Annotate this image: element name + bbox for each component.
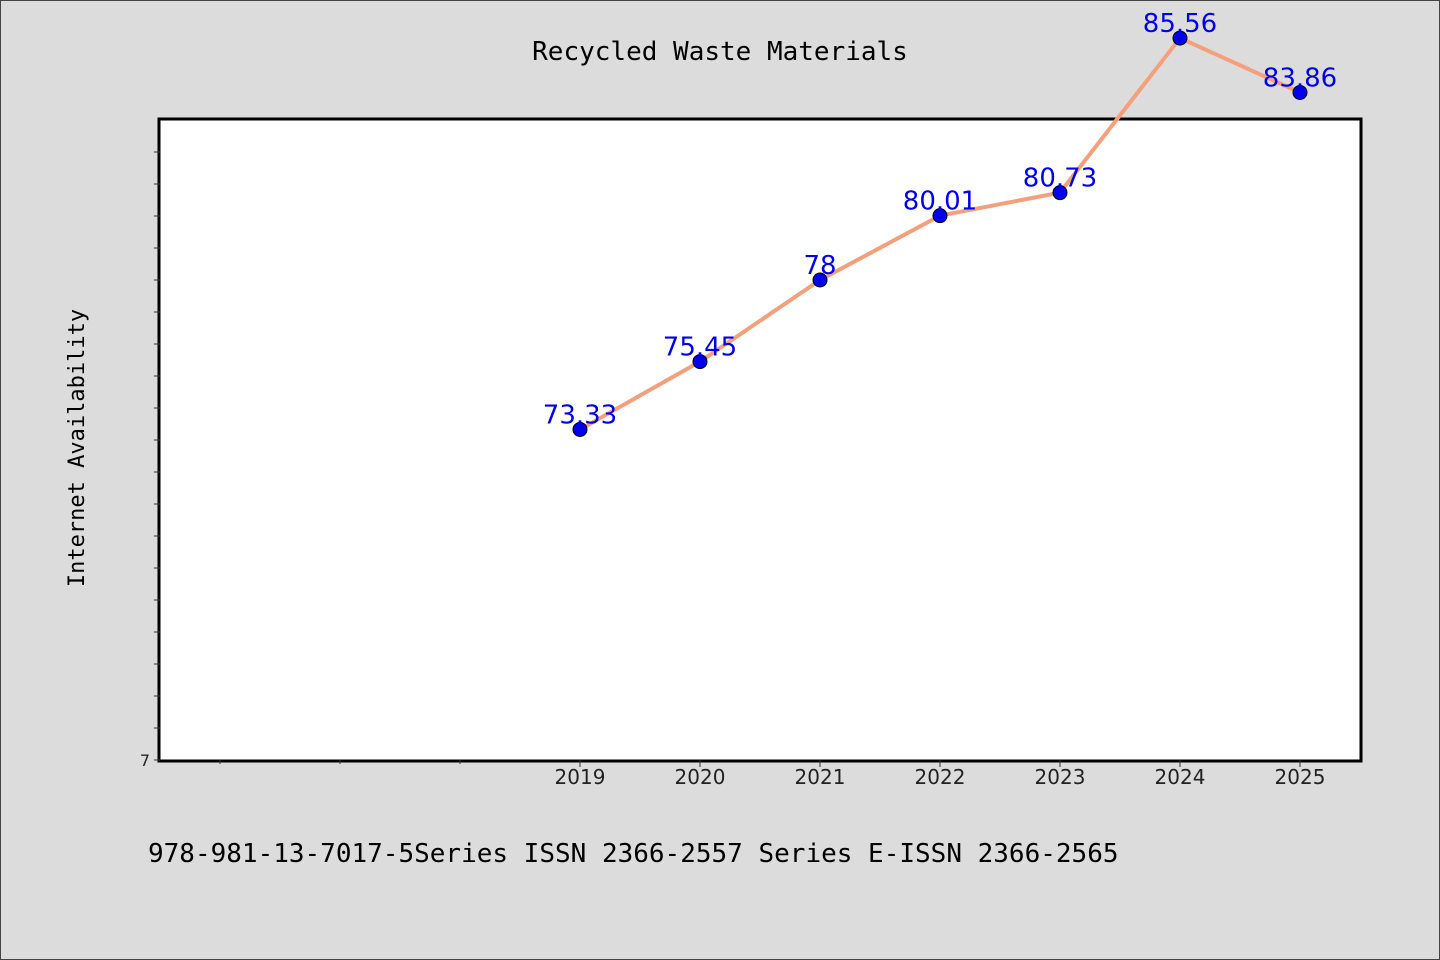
x-axis-ticks <box>219 760 1301 767</box>
x-tick-labels: 2019 2020 2021 2022 2023 2024 2025 <box>555 765 1326 789</box>
data-label: 78 <box>803 251 836 281</box>
y-tick-label: 7 <box>140 751 150 770</box>
x-tick-label: 2024 <box>1155 765 1206 789</box>
chart-title: Recycled Waste Materials <box>532 37 908 67</box>
data-labels: 73.33 75.45 78 80.01 80.73 85.56 83.86 <box>543 9 1337 430</box>
footer-isbn-text: 978-981-13-7017-5Series ISSN 2366-2557 S… <box>148 839 1119 869</box>
x-tick-label: 2021 <box>795 765 846 789</box>
y-axis-ticks <box>154 151 160 761</box>
data-point <box>1052 185 1068 201</box>
data-point <box>812 272 828 288</box>
x-tick-label: 2020 <box>675 765 726 789</box>
data-label: 73.33 <box>543 400 617 430</box>
data-point <box>932 208 948 224</box>
x-tick-label: 2023 <box>1035 765 1086 789</box>
data-point <box>692 354 708 370</box>
data-label: 85.56 <box>1143 9 1217 39</box>
data-point <box>1172 30 1188 46</box>
plot-area <box>157 117 1363 763</box>
data-label: 75.45 <box>663 333 737 363</box>
data-label: 80.73 <box>1023 164 1097 194</box>
data-label: 80.01 <box>903 187 977 217</box>
x-tick-label: 2019 <box>555 765 606 789</box>
series-markers <box>572 30 1308 437</box>
data-point <box>1292 84 1308 100</box>
x-tick-label: 2025 <box>1275 765 1326 789</box>
data-point <box>572 421 588 437</box>
x-tick-label: 2022 <box>915 765 966 789</box>
y-axis-label: Internet Availability <box>65 309 90 587</box>
data-label: 83.86 <box>1263 63 1337 93</box>
